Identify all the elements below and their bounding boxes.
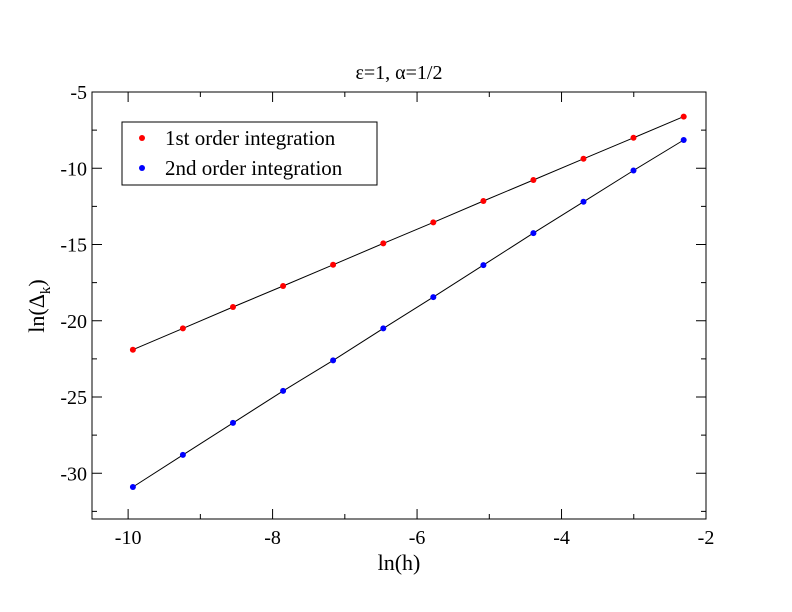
data-point-1 (680, 137, 687, 143)
x-axis-label: ln(h) (378, 550, 421, 575)
series-line-1 (132, 139, 684, 488)
legend-label-1st-order: 1st order integration (165, 126, 336, 150)
data-point-0 (530, 177, 537, 183)
y-tick-label: -15 (60, 235, 87, 257)
y-tick-label: -20 (60, 311, 87, 333)
y-tick-label: -5 (70, 82, 87, 104)
y-tick-label: -30 (60, 463, 87, 485)
data-point-1 (630, 167, 637, 174)
data-point-0 (330, 261, 337, 268)
legend-label-2nd-order: 2nd order integration (165, 156, 343, 180)
plot-frame (91, 91, 707, 520)
y-axis-label: ln(Δk) (24, 279, 54, 332)
ticks: -10 -8 -6 -4 -2 -5 -10 -15 -20 -25 -30 (60, 82, 714, 549)
data-point-0 (380, 240, 387, 247)
x-tick-label: -8 (264, 527, 281, 549)
x-tick-label: -2 (698, 527, 715, 549)
legend-marker-1st-order (139, 135, 145, 141)
data-point-1 (530, 230, 537, 237)
y-tick-label: -10 (60, 158, 87, 180)
data-point-1 (330, 357, 337, 364)
legend-item-2nd-order: 2nd order integration (139, 156, 343, 180)
data-point-0 (129, 346, 136, 353)
data-point-1 (580, 198, 587, 205)
data-point-0 (630, 134, 637, 141)
chart-title: ε=1, α=1/2 (355, 62, 442, 84)
legend-box (121, 121, 378, 186)
legend: 1st order integration 2nd order integrat… (121, 121, 378, 186)
legend-marker-2nd-order (139, 165, 145, 171)
data-point-1 (179, 451, 186, 458)
data-point-1 (280, 387, 287, 394)
data-point-0 (580, 155, 587, 162)
series-layer (129, 113, 687, 490)
data-point-0 (179, 325, 186, 332)
data-point-0 (430, 219, 437, 226)
x-tick-label: -4 (553, 527, 570, 549)
data-point-1 (380, 325, 387, 332)
data-point-0 (480, 198, 487, 204)
data-point-1 (129, 484, 136, 490)
x-tick-label: -10 (115, 527, 142, 549)
data-point-0 (680, 113, 687, 120)
x-tick-label: -6 (409, 527, 426, 549)
data-point-1 (480, 262, 487, 269)
series-line-0 (132, 116, 684, 351)
data-point-0 (230, 304, 236, 310)
legend-item-1st-order: 1st order integration (139, 126, 336, 150)
data-point-1 (230, 419, 236, 426)
y-tick-label: -25 (60, 387, 87, 409)
data-point-0 (280, 283, 287, 289)
data-point-1 (430, 294, 437, 301)
